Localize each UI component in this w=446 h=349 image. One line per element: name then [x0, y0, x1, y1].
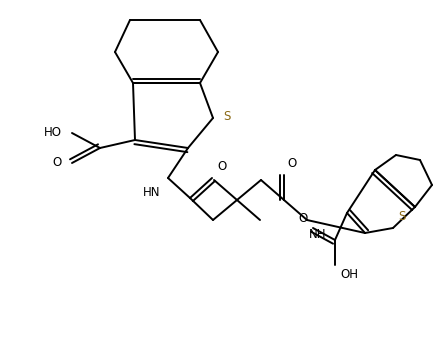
- Text: HN: HN: [143, 186, 160, 199]
- Text: OH: OH: [340, 268, 358, 281]
- Text: O: O: [287, 157, 296, 170]
- Text: NH: NH: [309, 228, 326, 241]
- Text: S: S: [223, 110, 231, 122]
- Text: O: O: [53, 156, 62, 170]
- Text: S: S: [398, 210, 405, 223]
- Text: HO: HO: [44, 126, 62, 140]
- Text: O: O: [299, 212, 308, 225]
- Text: O: O: [217, 160, 226, 173]
